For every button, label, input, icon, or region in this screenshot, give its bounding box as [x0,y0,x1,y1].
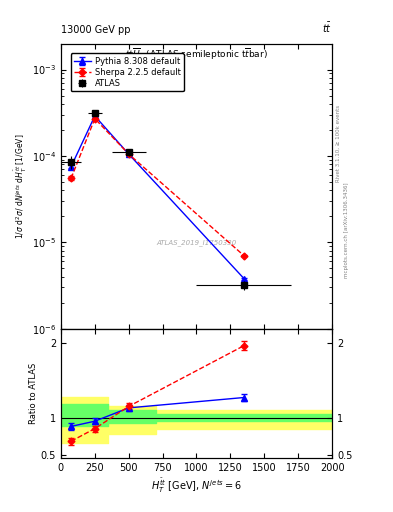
X-axis label: $H_T^{\bar{t}t}$ [GeV], $N^{jets} = 6$: $H_T^{\bar{t}t}$ [GeV], $N^{jets} = 6$ [151,477,242,496]
Legend: Pythia 8.308 default, Sherpa 2.2.5 default, ATLAS: Pythia 8.308 default, Sherpa 2.2.5 defau… [70,53,184,91]
Y-axis label: Ratio to ATLAS: Ratio to ATLAS [29,363,38,424]
Text: $t\bar{t}$: $t\bar{t}$ [322,21,332,35]
Text: 13000 GeV pp: 13000 GeV pp [61,25,130,35]
Text: ATLAS_2019_I1750330: ATLAS_2019_I1750330 [156,240,237,246]
Y-axis label: $1/\sigma\ \mathrm{d}^2\sigma/\ \mathrm{d}N^{jets}\ \mathrm{d}H_T^{\bar{t}t}$ [1: $1/\sigma\ \mathrm{d}^2\sigma/\ \mathrm{… [13,133,29,239]
Text: mcplots.cern.ch [arXiv:1306.3436]: mcplots.cern.ch [arXiv:1306.3436] [344,183,349,278]
Text: Rivet 3.1.10, ≥ 100k events: Rivet 3.1.10, ≥ 100k events [336,105,341,182]
Text: $tt\overline{H}_T$ (ATLAS semileptonic t$\overline{t}$bar): $tt\overline{H}_T$ (ATLAS semileptonic t… [125,47,268,61]
